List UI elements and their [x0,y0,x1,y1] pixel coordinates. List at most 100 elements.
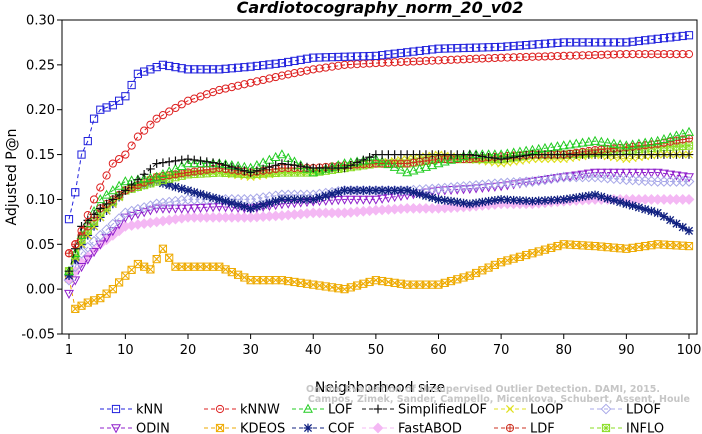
data-point [164,204,175,214]
legend-item-knn: kNN [100,403,163,418]
data-point [490,42,499,52]
data-point [151,204,162,214]
data-point [415,189,425,199]
legend-marker [600,403,612,415]
data-point [108,285,117,294]
data-point [352,60,362,69]
data-point [615,168,626,178]
data-point [183,158,193,168]
data-point [440,44,449,53]
data-point [352,158,362,167]
data-point [258,164,268,174]
data-point [101,224,112,236]
data-point [277,71,287,80]
data-point [641,36,650,45]
data-point [164,180,174,190]
data-point [609,38,618,47]
data-point [108,101,117,110]
data-point [628,49,637,59]
data-point [107,218,119,230]
data-point [158,244,168,253]
data-point [434,195,443,204]
data-point [140,126,149,135]
legend-marker [373,404,383,414]
data-point [427,159,438,170]
data-point [139,169,149,179]
data-point [70,244,80,254]
data-point [559,38,568,47]
data-point [152,63,161,72]
data-point [514,179,525,189]
data-point [208,193,218,202]
data-point [522,41,531,50]
data-point [196,156,205,166]
data-point [108,195,118,204]
data-point [647,49,656,59]
data-point [246,62,255,71]
legend-marker [505,423,515,433]
data-point [96,183,105,192]
data-point [646,168,657,178]
data-point [271,196,280,206]
data-point [403,48,412,57]
data-point [428,56,437,65]
legend-item-knnw: kNNW [204,403,280,418]
x-axis-label: Neighborhood size [315,380,445,396]
data-point [453,44,462,53]
data-point [640,168,651,178]
data-point [578,38,587,47]
data-point [171,63,180,72]
data-point [152,114,161,123]
data-point [658,169,669,179]
data-point [603,50,612,59]
data-point [89,114,99,123]
data-point [403,57,412,66]
data-point [653,208,663,218]
data-point [283,160,293,169]
data-point [89,195,99,204]
data-point [578,51,587,60]
data-point [377,156,388,166]
data-point [665,170,676,180]
data-point [371,51,380,60]
data-point [83,211,92,220]
data-point [345,195,356,205]
data-point [133,175,143,185]
data-point [240,63,249,72]
data-point [653,49,662,59]
data-point [497,42,506,52]
data-point [290,69,299,78]
data-point [101,189,112,199]
legend-label: LoOP [530,403,563,418]
data-point [152,254,161,264]
data-point [283,195,293,204]
data-point [446,154,457,164]
data-point [522,52,531,62]
data-point [515,41,525,50]
data-point [434,56,443,65]
data-point [684,173,694,183]
data-point [390,58,399,67]
data-point [478,43,487,52]
data-point [146,65,155,74]
legend-marker [111,424,121,434]
data-point [503,42,512,51]
data-point [265,162,274,172]
data-point [115,154,124,164]
data-point [221,161,230,170]
data-point [628,201,637,211]
data-point [634,49,643,59]
series-kdeos [64,240,694,313]
data-point [77,222,86,231]
data-point [145,200,156,212]
data-point [678,49,687,59]
data-point [196,189,205,199]
legend-label: COF [328,422,355,434]
data-point [270,151,281,162]
data-point [327,53,337,62]
data-point [208,158,218,167]
data-point [121,186,130,195]
y-tick-label: 0.15 [26,148,55,163]
legend-label: kNN [136,403,163,418]
data-point [521,196,531,206]
